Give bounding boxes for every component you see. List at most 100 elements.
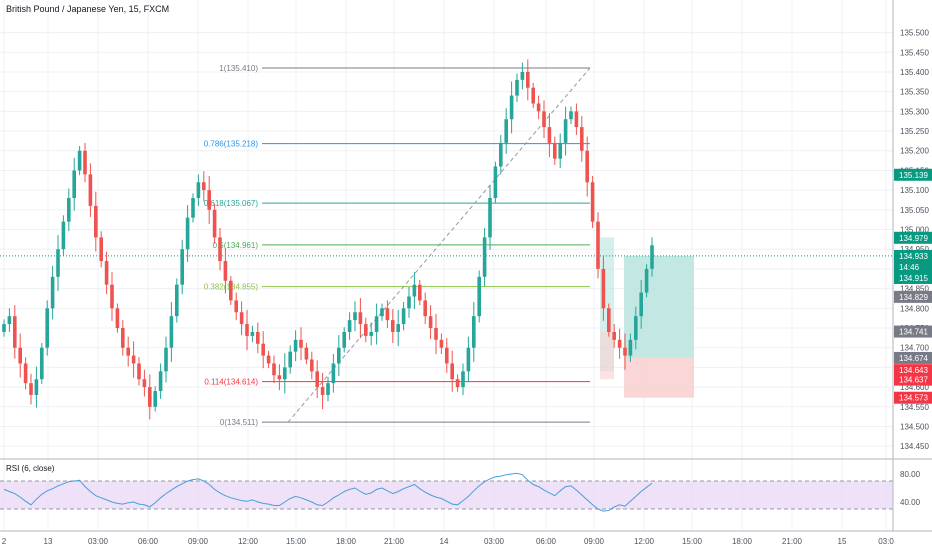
y-tick-label: 135.050 xyxy=(900,206,929,215)
candle-body xyxy=(277,375,282,380)
candle-body xyxy=(547,127,552,143)
candle-body xyxy=(13,316,17,348)
price-badge xyxy=(894,364,932,377)
fib-level-label: 0.618(135.067) xyxy=(204,199,259,208)
candle-body xyxy=(61,221,66,250)
candle-body xyxy=(580,127,584,151)
x-tick-label: 21:00 xyxy=(782,537,803,546)
candle-body xyxy=(569,111,573,120)
candle-body xyxy=(607,308,611,332)
candle-body xyxy=(175,284,179,317)
candle-body xyxy=(18,347,22,364)
candle-body xyxy=(639,292,643,317)
price-badge xyxy=(894,373,932,386)
y-tick-label: 135.100 xyxy=(900,186,929,195)
y-tick-label: 134.800 xyxy=(900,304,929,313)
price-badge xyxy=(894,231,932,244)
candle-body xyxy=(137,363,141,380)
price-badge xyxy=(894,260,932,273)
candle-body xyxy=(558,142,562,159)
candle-body xyxy=(67,198,71,222)
candle-body xyxy=(418,284,422,301)
rsi-line xyxy=(3,472,653,512)
candle-body xyxy=(488,198,492,238)
price-badge xyxy=(894,325,932,338)
x-tick-label: 03:0 xyxy=(878,537,894,546)
candle-body xyxy=(142,379,147,388)
candle-body xyxy=(207,190,211,210)
candle-body xyxy=(450,363,454,380)
price-badge xyxy=(894,290,932,303)
candle-body xyxy=(634,316,638,340)
candle-body xyxy=(256,331,260,344)
candle-body xyxy=(293,339,298,352)
price-badge xyxy=(894,271,932,284)
y-tick-label: 135.300 xyxy=(900,107,929,116)
price-badge-label: 134.741 xyxy=(899,328,928,337)
fib-retracement[interactable]: 1(135.410) 0.786(135.218) 0.618(135.067) 0.… xyxy=(204,64,591,427)
candle-body xyxy=(202,182,206,191)
candle-body xyxy=(461,371,465,388)
candle-body xyxy=(396,324,400,332)
x-tick-label: 06:00 xyxy=(138,537,159,546)
candle-body xyxy=(650,245,654,269)
candle-body xyxy=(520,71,525,80)
y-tick-label: 135.350 xyxy=(900,88,929,97)
x-tick-label: 21:00 xyxy=(384,537,405,546)
candle-body xyxy=(531,87,535,104)
candle-body xyxy=(153,391,157,407)
candle-body xyxy=(347,320,352,332)
candle-body xyxy=(131,355,136,364)
candle-body xyxy=(88,174,93,206)
y-tick-label: 135.500 xyxy=(900,29,929,38)
price-badge-label: 134.979 xyxy=(899,234,928,243)
candle-body xyxy=(358,312,363,325)
candle-body xyxy=(412,284,417,297)
candle-body xyxy=(77,150,82,171)
loss-zone xyxy=(624,357,694,398)
y-tick-label: 134.550 xyxy=(900,403,929,412)
price-badge xyxy=(894,391,932,404)
candle-body xyxy=(493,166,498,199)
x-tick-label: 12:00 xyxy=(238,537,259,546)
candle-body xyxy=(423,300,427,317)
candle-body xyxy=(617,339,622,348)
candle-body xyxy=(40,347,44,380)
loss-zone-small xyxy=(600,331,614,380)
candle-body xyxy=(320,387,325,395)
candle-body xyxy=(472,316,476,348)
candle-body xyxy=(434,328,438,340)
price-badge xyxy=(894,249,932,262)
candle-body xyxy=(245,324,249,336)
fib-level-label: 0(134.511) xyxy=(220,418,258,427)
candle-body xyxy=(2,324,6,332)
candle-body xyxy=(212,209,217,238)
x-tick-label: 14 xyxy=(440,537,449,546)
candle-body xyxy=(110,284,114,309)
y-tick-label: 134.500 xyxy=(900,422,929,431)
y-tick-label: 135.000 xyxy=(900,226,929,235)
y-tick-label: 134.600 xyxy=(900,383,929,392)
candle-body xyxy=(164,347,168,372)
candle-body xyxy=(401,308,406,325)
candle-body xyxy=(536,103,541,112)
candle-body xyxy=(612,331,616,340)
candle-body xyxy=(596,221,600,269)
x-tick-label: 2 xyxy=(2,537,7,546)
candle-body xyxy=(407,296,411,309)
candle-body xyxy=(56,249,60,277)
candle-body xyxy=(391,320,395,332)
x-tick-label: 15:00 xyxy=(682,537,703,546)
y-tick-label: 134.950 xyxy=(900,245,929,254)
candle-body xyxy=(94,205,98,238)
candle-body xyxy=(563,119,568,143)
candle-body xyxy=(628,339,633,356)
candle-body xyxy=(542,111,546,128)
price-badge xyxy=(894,168,932,181)
candle-body xyxy=(223,261,228,281)
candle-body xyxy=(515,79,519,96)
y-tick-label: 135.450 xyxy=(900,48,929,57)
candle-body xyxy=(158,371,163,392)
